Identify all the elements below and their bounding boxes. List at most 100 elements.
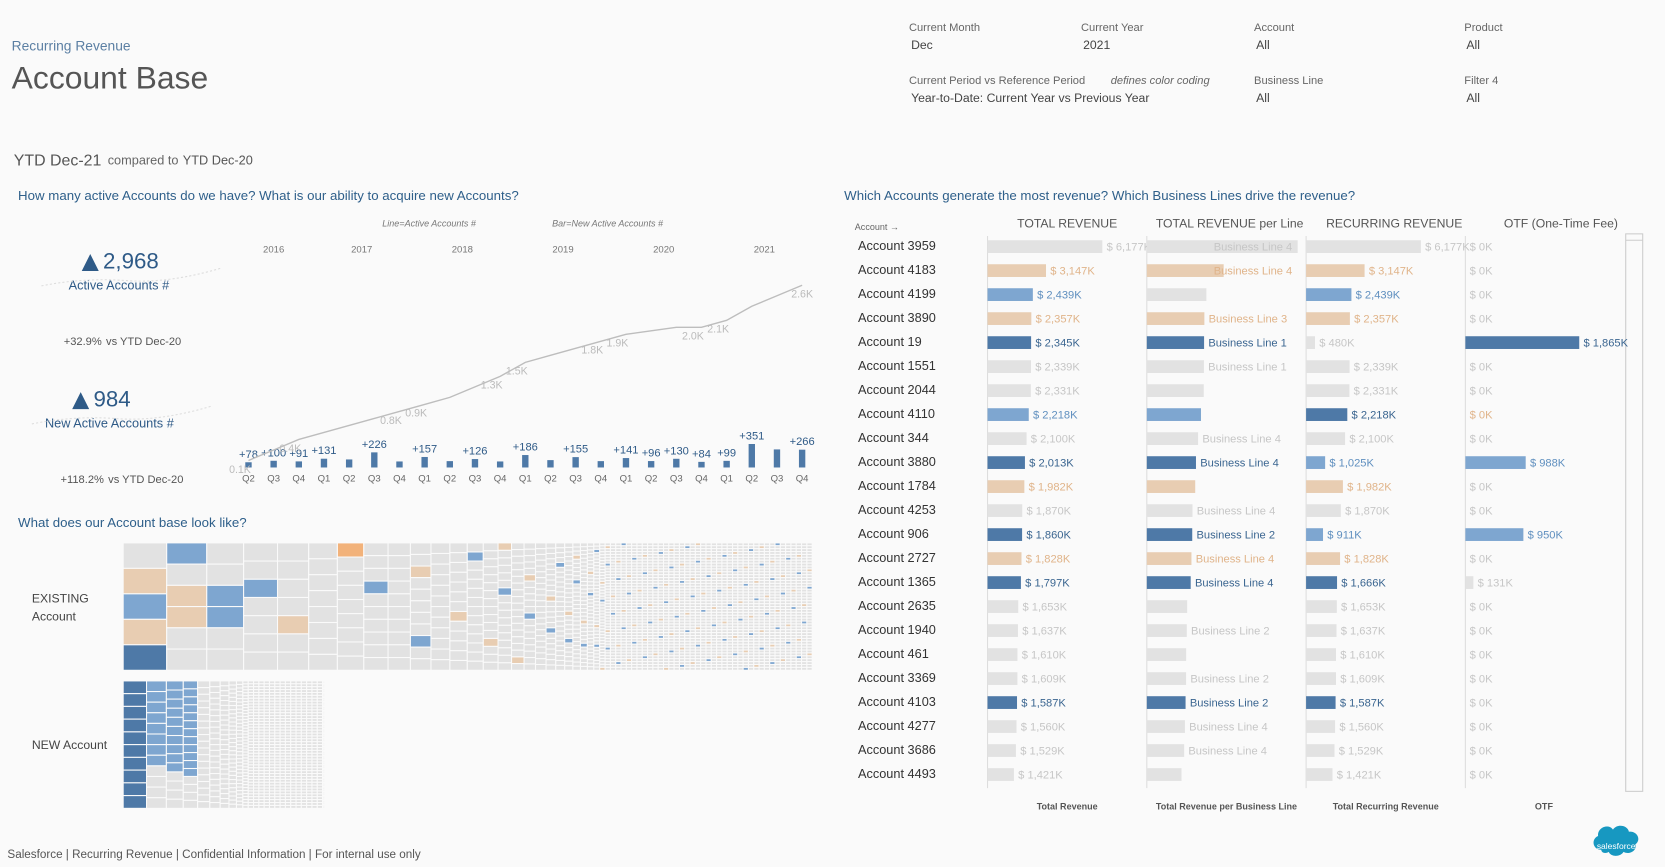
account-cell (700, 666, 707, 671)
account-cell (235, 680, 244, 685)
revenue-label: $ 0K (1470, 434, 1493, 446)
logo (1593, 825, 1639, 856)
account-cell (523, 593, 537, 601)
revenue-bar (1146, 600, 1188, 613)
account-cell (534, 582, 547, 590)
revenue-bar (987, 360, 1031, 373)
account-cell (579, 654, 588, 660)
account-cell (209, 697, 221, 705)
group-label: NEW Account (32, 738, 108, 752)
account-cell (430, 584, 451, 597)
account-cell (564, 592, 574, 599)
scrollbar[interactable] (1625, 233, 1644, 792)
account-cell (572, 640, 581, 647)
bar-label: +84 (692, 448, 711, 460)
account-cell (122, 693, 148, 707)
account-cell (705, 666, 712, 671)
kpi-compare: vs YTD Dec-20 (106, 336, 181, 348)
account-cell (308, 590, 338, 608)
account-cell (182, 688, 199, 698)
revenue-bar (1306, 504, 1341, 517)
account-cell (146, 786, 167, 799)
account-name: Account 3880 (858, 454, 936, 469)
account-cell (122, 731, 148, 746)
account-cell (430, 637, 451, 650)
account-cell (579, 542, 588, 548)
account-cell (449, 650, 468, 662)
bar (572, 457, 579, 468)
account-cell (545, 627, 557, 634)
account-cell (363, 618, 389, 633)
account-cell (209, 790, 221, 798)
revenue-label: $ 2,339K (1035, 362, 1080, 374)
account-cell (235, 747, 244, 753)
account-cell (219, 704, 230, 711)
revenue-bar (1306, 336, 1316, 349)
filter-label: Product (1464, 22, 1503, 34)
account-cell (564, 665, 574, 671)
revenue-label: $ 131K (1478, 578, 1514, 590)
account-cell (511, 616, 525, 624)
account-cell (631, 666, 638, 671)
account-cell (387, 606, 411, 620)
account-cell (363, 555, 389, 569)
account-cell (235, 758, 244, 763)
filter-value: All (1256, 38, 1270, 52)
account-cell (534, 600, 547, 608)
account-cell (497, 557, 513, 566)
account-cell (785, 666, 792, 671)
account-cell (511, 542, 525, 551)
line-label: 1.3K (481, 380, 503, 392)
account-cell (466, 624, 484, 635)
quarter-label: Q1 (519, 474, 532, 485)
account-cell (146, 733, 167, 746)
quarter-label: Q2 (242, 474, 255, 485)
revenue-bar (987, 432, 1027, 445)
account-cell (363, 593, 389, 608)
kpi-change-value: +32.9% (64, 336, 102, 348)
account-cell (206, 648, 245, 671)
account-cell (511, 589, 525, 598)
account-name: Account 1940 (858, 622, 936, 637)
account-cell (209, 715, 221, 722)
account-cell (482, 542, 499, 552)
account-cell (363, 657, 389, 671)
account-cell (545, 637, 557, 645)
account-cell (146, 722, 167, 735)
bar (245, 462, 252, 468)
account-cell (466, 587, 484, 599)
account-cell (586, 584, 595, 590)
account-cell (228, 705, 238, 711)
account-cell (555, 576, 566, 583)
account-cell (579, 546, 588, 552)
account-cell (219, 753, 230, 760)
account-cell (228, 684, 238, 690)
account-cell (209, 720, 221, 728)
account-name: Account 2044 (858, 382, 936, 397)
line-label: 2.0K (682, 331, 704, 343)
account-cell (579, 635, 588, 640)
account-cell (523, 542, 537, 550)
account-cell (615, 666, 622, 671)
account-cell (235, 765, 244, 770)
account-cell (572, 624, 581, 630)
account-cell (586, 662, 595, 668)
bar (496, 461, 504, 468)
revenue-bar (1146, 504, 1193, 517)
account-cell (219, 744, 230, 751)
account-cell (228, 742, 238, 748)
account-cell (276, 578, 310, 599)
account-cell (146, 701, 167, 714)
account-cell (586, 606, 595, 611)
account-cell (228, 692, 238, 698)
revenue-label: $ 2,013K (1029, 458, 1074, 470)
account-cell (122, 542, 168, 569)
line-label: 1.8K (581, 345, 603, 357)
account-cell (482, 661, 499, 671)
account-cell (235, 754, 244, 760)
account-cell (684, 666, 691, 671)
account-cell (572, 558, 581, 564)
account-cell (197, 787, 211, 796)
account-name: Account 1551 (858, 358, 936, 373)
revenue-label: $ 3,147K (1369, 266, 1414, 278)
